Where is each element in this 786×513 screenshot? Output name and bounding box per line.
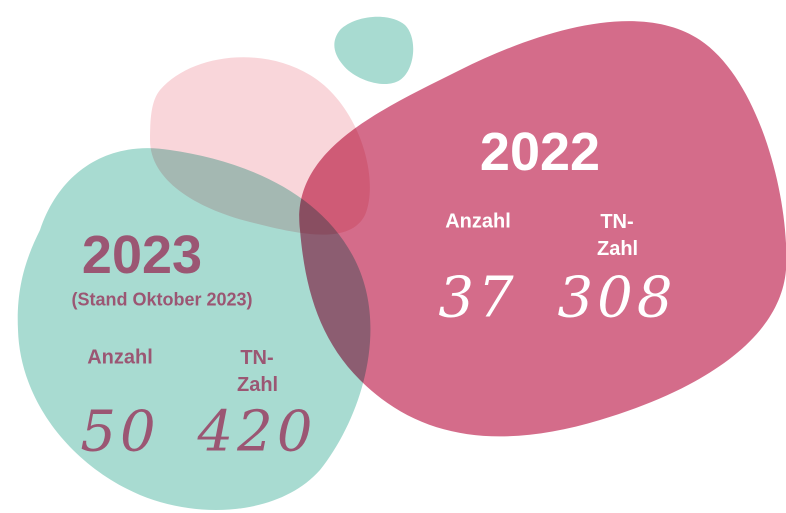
label: Anzahl bbox=[87, 346, 153, 369]
year: 2023 bbox=[81, 225, 203, 285]
blob-2023 bbox=[17, 148, 371, 510]
label: TN-Zahl bbox=[237, 347, 279, 396]
year: 2022 bbox=[479, 122, 601, 182]
label: Anzahl bbox=[445, 210, 511, 233]
label: TN-Zahl bbox=[597, 211, 639, 260]
note: (Stand Oktober 2023) bbox=[71, 289, 253, 310]
blob-2022 bbox=[299, 21, 786, 437]
blob-small bbox=[334, 16, 414, 85]
blob-light bbox=[150, 57, 370, 235]
value: 308 bbox=[557, 265, 677, 331]
value: 420 bbox=[197, 399, 317, 465]
value: 37 bbox=[438, 265, 518, 331]
value: 50 bbox=[80, 399, 160, 465]
